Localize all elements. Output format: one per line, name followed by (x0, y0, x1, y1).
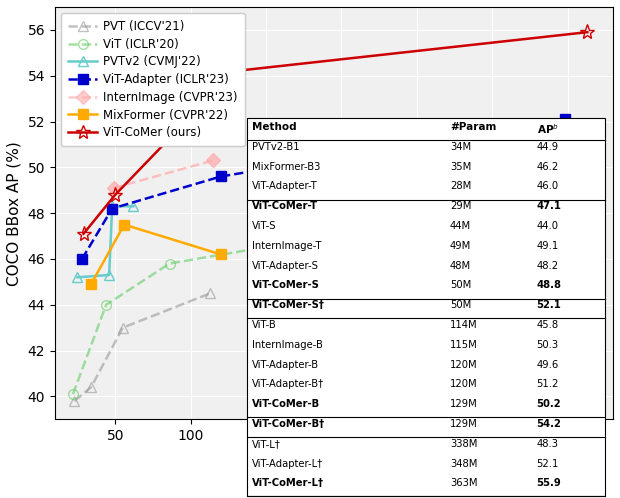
Text: ViT-CoMer-L†: ViT-CoMer-L† (252, 478, 324, 489)
Text: 48.3: 48.3 (536, 439, 559, 449)
Text: 44.0: 44.0 (536, 221, 559, 231)
Text: 46.0: 46.0 (536, 181, 559, 191)
Text: 50M: 50M (450, 300, 471, 310)
Text: 34M: 34M (450, 142, 471, 152)
Text: 120M: 120M (450, 379, 477, 389)
Text: 363M: 363M (450, 478, 477, 489)
Text: 114M: 114M (450, 320, 477, 330)
Text: ViT-CoMer-T: ViT-CoMer-T (252, 201, 318, 211)
Text: ViT-CoMer-S†: ViT-CoMer-S† (252, 300, 325, 310)
Text: 52.1: 52.1 (536, 300, 562, 310)
Legend: PVT (ICCV'21), ViT (ICLR'20), PVTv2 (CVMJ'22), ViT-Adapter (ICLR'23), InternImag: PVT (ICCV'21), ViT (ICLR'20), PVTv2 (CVM… (61, 13, 245, 146)
Text: #Param: #Param (450, 122, 497, 132)
Text: 54.2: 54.2 (536, 419, 562, 429)
Text: 29M: 29M (450, 201, 471, 211)
Text: InternImage-T: InternImage-T (252, 241, 321, 251)
Text: ViT-Adapter-B†: ViT-Adapter-B† (252, 379, 324, 389)
Text: MixFormer-B3: MixFormer-B3 (252, 161, 321, 172)
Text: 115M: 115M (450, 340, 478, 350)
Text: 50.2: 50.2 (536, 399, 561, 409)
Text: AP$^b$: AP$^b$ (536, 122, 559, 136)
Text: PVTv2-B1: PVTv2-B1 (252, 142, 299, 152)
Text: ViT-CoMer-B†: ViT-CoMer-B† (252, 419, 325, 429)
Text: InternImage-B: InternImage-B (252, 340, 323, 350)
Text: ViT-B: ViT-B (252, 320, 277, 330)
Text: 49.1: 49.1 (536, 241, 559, 251)
Text: 51.2: 51.2 (536, 379, 559, 389)
Text: 48M: 48M (450, 260, 471, 270)
Text: 49.6: 49.6 (536, 360, 559, 370)
Text: ViT-Adapter-S: ViT-Adapter-S (252, 260, 319, 270)
Text: 48.2: 48.2 (536, 260, 559, 270)
Text: 338M: 338M (450, 439, 477, 449)
Text: Method: Method (252, 122, 296, 132)
Text: 129M: 129M (450, 399, 478, 409)
Text: 35M: 35M (450, 161, 471, 172)
Text: ViT-CoMer-B: ViT-CoMer-B (252, 399, 320, 409)
Text: 50.3: 50.3 (536, 340, 559, 350)
Text: 28M: 28M (450, 181, 471, 191)
Text: ViT-Adapter-T: ViT-Adapter-T (252, 181, 317, 191)
Text: 47.1: 47.1 (536, 201, 562, 211)
Text: 348M: 348M (450, 459, 477, 469)
Text: 44.9: 44.9 (536, 142, 559, 152)
Text: 46.2: 46.2 (536, 161, 559, 172)
Y-axis label: COCO BBox AP (%): COCO BBox AP (%) (7, 141, 22, 285)
Text: 55.9: 55.9 (536, 478, 561, 489)
Text: ViT-Adapter-L†: ViT-Adapter-L† (252, 459, 323, 469)
Text: 120M: 120M (450, 360, 477, 370)
Text: 49M: 49M (450, 241, 471, 251)
Text: ViT-L†: ViT-L† (252, 439, 281, 449)
Text: 44M: 44M (450, 221, 471, 231)
Text: ViT-Adapter-B: ViT-Adapter-B (252, 360, 319, 370)
Text: 52.1: 52.1 (536, 459, 559, 469)
Bar (247, 119, 604, 497)
X-axis label: #Parameter (M): #Parameter (M) (273, 449, 395, 464)
Text: 48.8: 48.8 (536, 280, 562, 290)
Text: 50M: 50M (450, 280, 471, 290)
Text: ViT-CoMer-S: ViT-CoMer-S (252, 280, 320, 290)
Text: ViT-S: ViT-S (252, 221, 277, 231)
Text: 45.8: 45.8 (536, 320, 559, 330)
Text: 129M: 129M (450, 419, 478, 429)
